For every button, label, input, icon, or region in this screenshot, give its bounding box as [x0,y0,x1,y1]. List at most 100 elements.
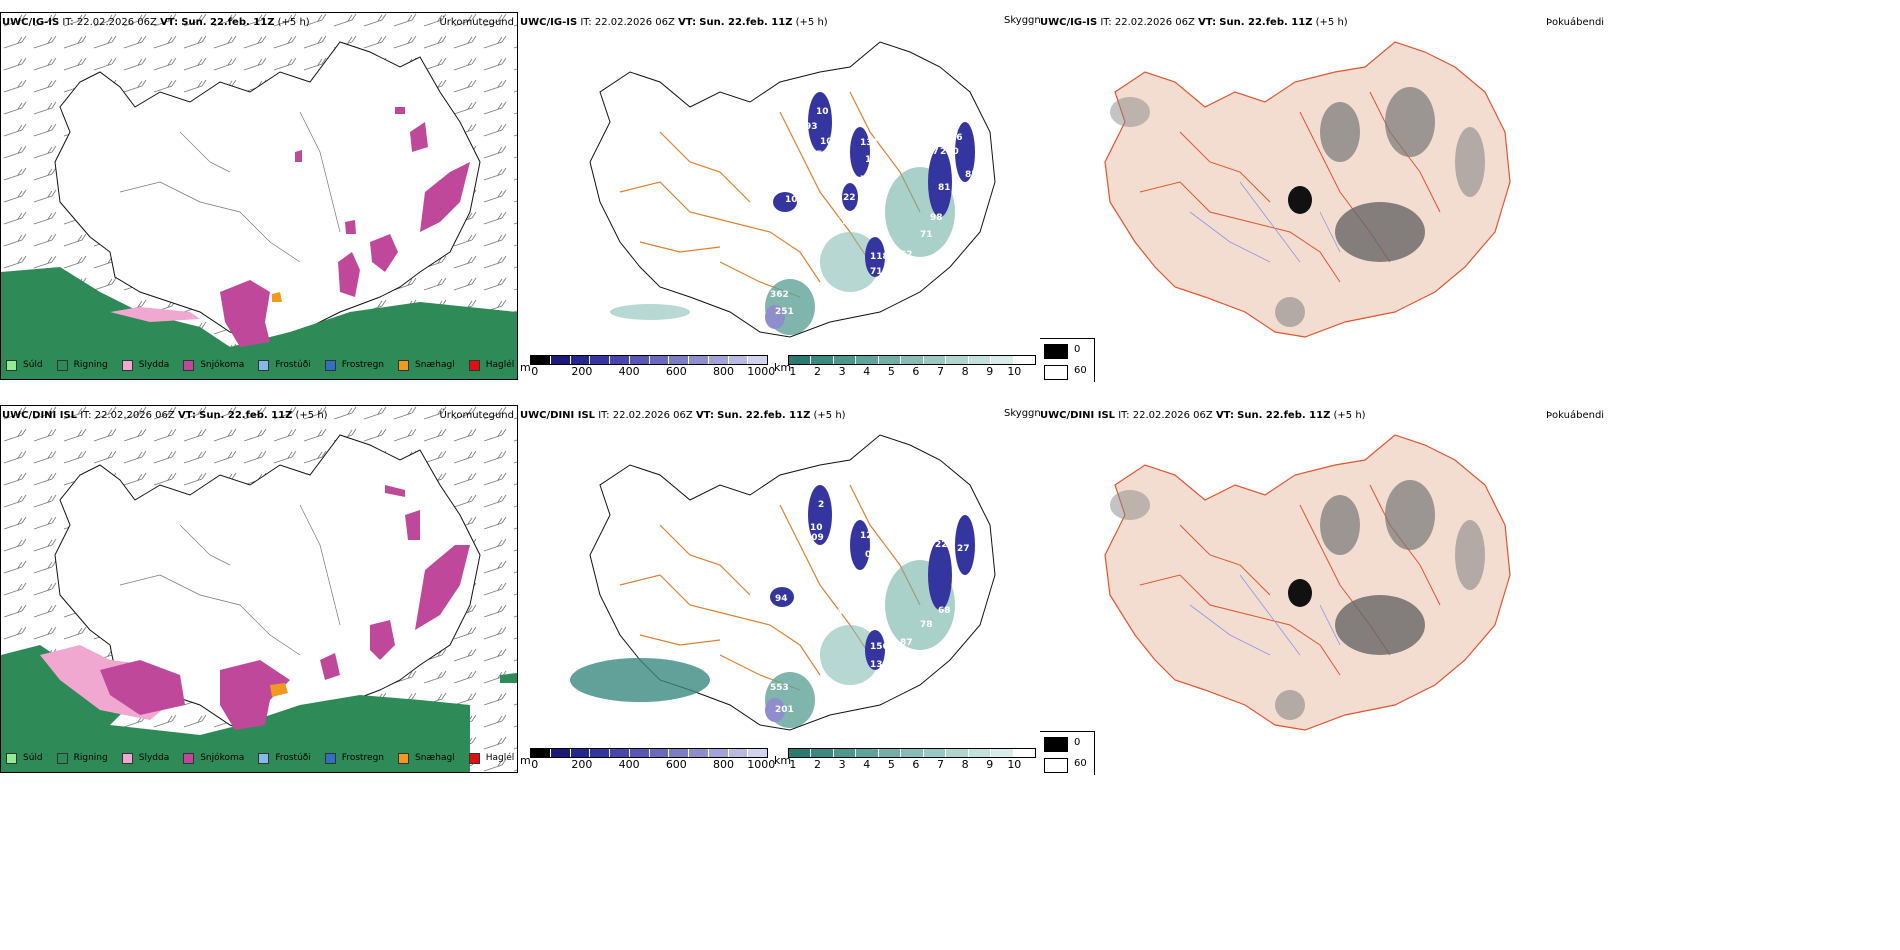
station-values-top: 10 93 104 15 139 131 104 7 10 22 17 12 7… [745,105,988,317]
visibility-title-bottom: UWC/DINI ISL IT: 22.02.2026 06Z VT: Sun.… [520,410,846,421]
svg-text:227: 227 [745,300,764,310]
visibility-map-bottom: 2 10 109 159 12 07 86 111 94 14 7 192 27… [570,434,996,731]
svg-text:249: 249 [745,693,764,703]
svg-text:22: 22 [843,193,856,203]
fog-legend-bottom: 0 60 [1040,731,1095,775]
svg-text:12: 12 [865,213,878,223]
height-unit-bottom: m [520,754,531,767]
svg-text:80: 80 [975,563,988,573]
legend-item-rigning: Rigning [56,752,108,764]
fog-title-bottom: UWC/DINI ISL IT: 22.02.2026 06Z VT: Sun.… [1040,410,1366,421]
fog-label-top: Þokuábendi [1546,17,1605,28]
svg-text:553: 553 [770,683,789,693]
vis-colorbar-bottom [788,748,1036,758]
precip-title-bottom: UWC/DINI ISL IT: 22.02.2026 06Z VT: Sun.… [2,410,328,421]
legend-item-snjokoma: Snjókoma [183,752,244,764]
svg-text:76: 76 [920,105,933,115]
vis-unit-top: km [774,361,792,374]
svg-text:12: 12 [860,531,873,541]
legend-item-rigning: Rigning [56,359,108,371]
visibility-panel-top: 10 93 104 15 139 131 104 7 10 22 17 12 7… [520,12,1040,382]
svg-text:87: 87 [900,638,913,648]
visibility-label-top: Skyggni [1004,15,1040,26]
legend-item-frostregn: Frostregn [324,752,384,764]
legend-item-slydda: Slydda [121,359,169,371]
legend-item-haglel: Haglél [468,752,514,764]
svg-text:10: 10 [816,107,829,117]
svg-text:2: 2 [818,500,824,510]
svg-text:156: 156 [870,642,889,652]
legend-item-slydda: Slydda [121,752,169,764]
fog-title-top: UWC/IG-IS IT: 22.02.2026 06Z VT: Sun. 22… [1040,17,1348,28]
svg-text:10: 10 [785,195,798,205]
height-ticks-bottom: 0 200 400 600 800 1000 [531,758,776,771]
svg-text:14: 14 [830,608,843,618]
svg-text:131: 131 [860,138,879,148]
fog-panel-top: UWC/IG-IS IT: 22.02.2026 06Z VT: Sun. 22… [1040,12,1900,382]
svg-text:81: 81 [938,183,951,193]
svg-text:10: 10 [810,523,823,533]
svg-text:27: 27 [925,127,938,137]
svg-text:27: 27 [957,544,970,554]
precip-map-top [1,13,517,379]
svg-text:159: 159 [825,548,844,558]
svg-text:111: 111 [840,584,859,594]
svg-text:93: 93 [805,122,818,132]
precip-map-bottom [1,406,517,772]
precip-legend-top: Súld Rigning Slydda Snjókoma Frostúði Fr… [6,357,520,373]
svg-text:10: 10 [975,130,988,140]
fog-map-bottom [1104,434,1511,731]
svg-text:109: 109 [805,533,824,543]
vis-colorbar-top [788,355,1036,365]
svg-text:201: 201 [775,705,794,715]
visibility-map-top: 10 93 104 15 139 131 104 7 10 22 17 12 7… [589,41,996,338]
precip-map-frame [0,405,518,773]
svg-text:86: 86 [860,570,873,580]
svg-text:98: 98 [930,213,943,223]
svg-text:94: 94 [775,594,788,604]
precip-type-panel-top: UWC/IG-IS IT: 22.02.2026 06Z VT: Sun. 22… [0,12,520,382]
svg-text:78: 78 [920,620,933,630]
svg-text:7: 7 [860,175,866,185]
height-colorbar-bottom [530,748,768,758]
legend-item-sudd: Súld [6,359,43,371]
visibility-panel-bottom: 2 10 109 159 12 07 86 111 94 14 7 192 27… [520,405,1040,775]
legend-item-frostregn: Frostregn [324,359,384,371]
svg-text:220: 220 [940,147,959,157]
svg-text:7: 7 [865,606,871,616]
svg-text:251: 251 [775,307,794,317]
precip-title-top: UWC/IG-IS IT: 22.02.2026 06Z VT: Sun. 22… [2,17,310,28]
svg-text:68: 68 [938,606,951,616]
svg-text:104: 104 [820,137,839,147]
svg-text:118: 118 [870,252,889,262]
svg-text:17: 17 [835,217,848,227]
fog-map-top [1104,41,1511,338]
svg-text:64: 64 [955,613,968,623]
fog-legend-top: 0 60 [1040,338,1095,382]
vis-ticks-top: 1 2 3 4 5 6 7 8 9 10 [789,365,1022,378]
svg-text:224: 224 [935,540,954,550]
fog-label-bottom: Þokuábendi [1546,410,1605,421]
legend-item-haglel: Haglél [468,359,514,371]
svg-text:15: 15 [810,150,823,160]
vis-unit-bottom: km [774,754,792,767]
visibility-label-bottom: Skyggni [1004,408,1040,419]
legend-item-frostudi: Frostúði [258,752,311,764]
precip-type-panel-bottom: UWC/DINI ISL IT: 22.02.2026 06Z VT: Sun.… [0,405,520,775]
svg-text:96: 96 [950,133,963,143]
svg-text:71: 71 [870,267,883,277]
svg-text:07: 07 [865,550,878,560]
vis-ticks-bottom: 1 2 3 4 5 6 7 8 9 10 [789,758,1022,771]
precip-label-top: Úrkomutegund [439,17,514,28]
svg-text:270: 270 [915,538,934,548]
precip-legend-bottom: Súld Rigning Slydda Snjókoma Frostúði Fr… [6,750,520,766]
fog-panel-bottom: UWC/DINI ISL IT: 22.02.2026 06Z VT: Sun.… [1040,405,1900,775]
legend-item-snaehagl: Snæhagl [398,752,455,764]
station-values-bottom: 2 10 109 159 12 07 86 111 94 14 7 192 27… [745,500,988,715]
svg-text:46: 46 [940,528,953,538]
legend-item-snaehagl: Snæhagl [398,359,455,371]
svg-text:62: 62 [900,250,913,260]
height-ticks-top: 0 200 400 600 800 1000 [531,365,776,378]
visibility-title-top: UWC/IG-IS IT: 22.02.2026 06Z VT: Sun. 22… [520,17,828,28]
height-unit-top: m [520,361,531,374]
